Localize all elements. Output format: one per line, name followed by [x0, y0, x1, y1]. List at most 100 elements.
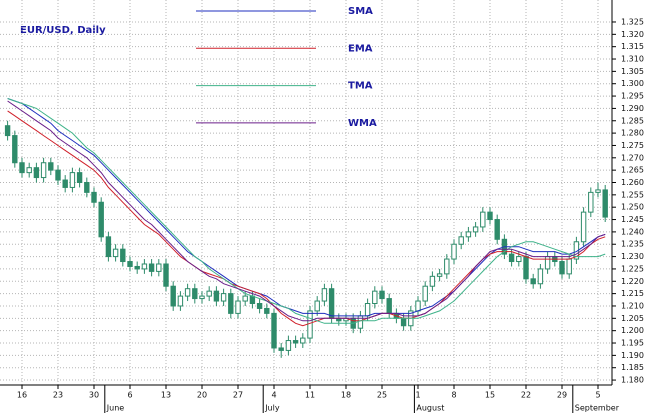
y-tick-label: 1.240	[621, 227, 644, 236]
y-tick-label: 1.290	[621, 104, 644, 113]
candle-body	[566, 258, 572, 275]
candle-body	[364, 303, 371, 317]
candle-body	[249, 295, 256, 305]
y-tick-label: 1.325	[621, 17, 644, 26]
x-tick-label: 13	[161, 391, 171, 400]
candle-body	[559, 261, 565, 275]
candle-body	[84, 181, 90, 193]
y-tick-label: 1.180	[621, 376, 644, 385]
y-tick-label: 1.285	[621, 116, 644, 125]
candle-body	[580, 211, 587, 243]
candle-body	[112, 248, 119, 258]
candle-body	[508, 253, 515, 263]
x-tick-label: 1	[415, 391, 420, 400]
candle-body	[422, 285, 428, 302]
candle-body	[271, 312, 277, 349]
candle-body	[141, 263, 148, 270]
y-tick-label: 1.230	[621, 252, 644, 261]
candle-body	[537, 268, 544, 285]
candle-body	[12, 135, 18, 164]
candle-body	[530, 278, 536, 285]
candle-body	[206, 290, 212, 297]
y-tick-label: 1.235	[621, 240, 644, 249]
candle-body	[55, 169, 61, 181]
candle-body	[69, 172, 76, 188]
legend-label: SMA	[348, 6, 373, 17]
candle-body	[544, 256, 551, 270]
candle-body	[328, 288, 335, 319]
y-tick-label: 1.185	[621, 363, 644, 372]
candle-body	[148, 263, 155, 272]
candle-body	[429, 275, 436, 287]
candle-body	[307, 310, 313, 339]
candle-body	[595, 189, 601, 193]
x-tick-label: 11	[305, 391, 315, 400]
candle-body	[451, 243, 457, 260]
candle-body	[400, 317, 407, 327]
candle-body	[163, 263, 169, 287]
legend-label: TMA	[348, 81, 373, 92]
candle-body	[415, 300, 421, 312]
y-tick-label: 1.260	[621, 178, 644, 187]
y-tick-label: 1.265	[621, 166, 644, 175]
y-tick-label: 1.250	[621, 203, 644, 212]
y-tick-label: 1.245	[621, 215, 644, 224]
candle-body	[444, 258, 450, 275]
legend-label: WMA	[348, 118, 377, 129]
candle-body	[278, 347, 284, 351]
candle-body	[321, 288, 328, 302]
candle-body	[76, 172, 83, 183]
candle-body	[120, 248, 126, 263]
y-tick-label: 1.225	[621, 264, 644, 273]
x-tick-label: 27	[233, 391, 243, 400]
y-tick-label: 1.280	[621, 129, 644, 138]
candle-body	[516, 256, 522, 263]
candle-body	[19, 162, 25, 174]
candle-body	[105, 236, 112, 258]
month-label: September	[575, 404, 620, 413]
candle-body	[300, 337, 306, 344]
ma-line	[7, 100, 606, 322]
y-tick-label: 1.320	[621, 30, 644, 39]
candle-body	[199, 295, 205, 300]
x-tick-label: 18	[341, 391, 351, 400]
x-tick-label: 29	[557, 391, 567, 400]
candle-body	[62, 179, 68, 188]
y-tick-label: 1.270	[621, 153, 644, 162]
y-tick-label: 1.275	[621, 141, 644, 150]
y-tick-label: 1.315	[621, 42, 644, 51]
candle-body	[602, 189, 608, 218]
candle-body	[91, 191, 97, 203]
candle-body	[134, 265, 140, 270]
y-tick-label: 1.220	[621, 277, 644, 286]
candle-body	[33, 167, 40, 179]
legend-label: EMA	[348, 43, 373, 54]
candle-body	[494, 219, 500, 240]
candle-body	[4, 125, 11, 137]
candle-body	[184, 288, 191, 297]
ma-line	[7, 110, 606, 327]
x-tick-label: 23	[53, 391, 63, 400]
candle-body	[127, 261, 133, 267]
candle-body	[98, 201, 104, 238]
candle-body	[192, 288, 198, 300]
candle-body	[314, 300, 320, 312]
candle-body	[242, 295, 248, 302]
x-tick-label: 4	[271, 391, 276, 400]
y-tick-label: 1.295	[621, 92, 644, 101]
y-tick-label: 1.305	[621, 67, 644, 76]
candle-body	[26, 167, 32, 174]
x-tick-label: 6	[127, 391, 132, 400]
x-tick-label: 20	[197, 391, 207, 400]
candle-body	[264, 307, 270, 314]
month-label: July	[264, 404, 280, 413]
candle-body	[40, 162, 47, 179]
x-tick-label: 25	[377, 391, 387, 400]
candle-body	[436, 273, 443, 277]
ma-line	[7, 98, 606, 324]
y-tick-label: 1.210	[621, 301, 644, 310]
x-tick-label: 16	[17, 391, 27, 400]
month-label: June	[106, 404, 125, 413]
